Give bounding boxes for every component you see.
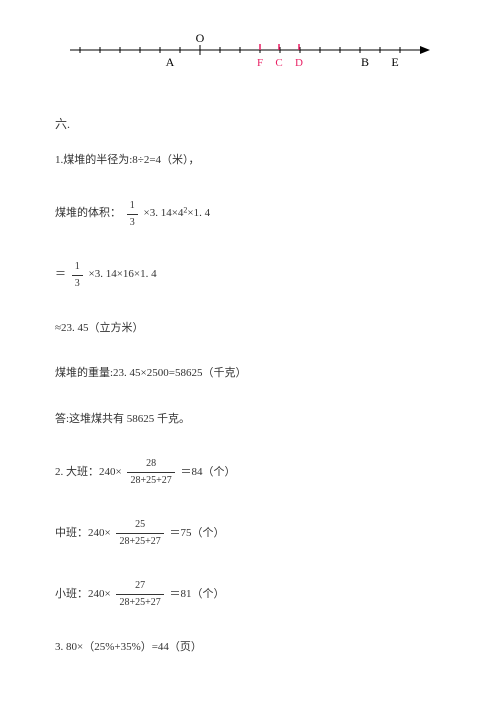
q2-line2: 中班：240× 25 28+25+27 ＝75（个） bbox=[55, 517, 445, 550]
text: 小班：240× bbox=[55, 586, 111, 604]
fraction: 27 28+25+27 bbox=[116, 578, 163, 611]
svg-text:C: C bbox=[275, 57, 282, 69]
text: ＝81（个） bbox=[170, 586, 225, 604]
svg-text:D: D bbox=[295, 57, 303, 69]
q2-line3: 小班：240× 27 28+25+27 ＝81（个） bbox=[55, 578, 445, 611]
q1-line4: ≈23. 45（立方米） bbox=[55, 320, 445, 338]
number-line: O A F C D B E bbox=[55, 30, 445, 75]
svg-text:B: B bbox=[361, 55, 369, 69]
fraction: 25 28+25+27 bbox=[116, 517, 163, 550]
fraction: 1 3 bbox=[72, 259, 83, 292]
svg-text:E: E bbox=[391, 55, 398, 69]
q1-line2: 煤堆的体积： 1 3 ×3. 14×42×1. 4 bbox=[55, 198, 445, 231]
fraction: 28 28+25+27 bbox=[127, 456, 174, 489]
text: ×1. 4 bbox=[187, 205, 210, 223]
section-title: 六. bbox=[55, 115, 445, 132]
text: ＝84（个） bbox=[181, 464, 236, 482]
q1-line5: 煤堆的重量:23. 45×2500=58625（千克） bbox=[55, 365, 445, 383]
q1-line1: 1.煤堆的半径为:8÷2=4（米）， bbox=[55, 152, 445, 170]
text: ×3. 14×16×1. 4 bbox=[89, 266, 157, 284]
q1-line6: 答:这堆煤共有 58625 千克。 bbox=[55, 411, 445, 429]
text: 2. 大班：240× bbox=[55, 464, 122, 482]
q3-line: 3. 80×（25%+35%）=44（页） bbox=[55, 639, 445, 657]
q1-line3: ＝ 1 3 ×3. 14×16×1. 4 bbox=[55, 259, 445, 292]
fraction: 1 3 bbox=[127, 198, 138, 231]
q2-line1: 2. 大班：240× 28 28+25+27 ＝84（个） bbox=[55, 456, 445, 489]
text: ×3. 14×4 bbox=[144, 205, 184, 223]
text: 中班：240× bbox=[55, 525, 111, 543]
text: 煤堆的体积： bbox=[55, 205, 121, 223]
svg-text:O: O bbox=[196, 31, 205, 45]
text: ＝ bbox=[55, 266, 66, 284]
svg-text:F: F bbox=[257, 57, 263, 69]
text: ＝75（个） bbox=[170, 525, 225, 543]
svg-text:A: A bbox=[166, 55, 175, 69]
